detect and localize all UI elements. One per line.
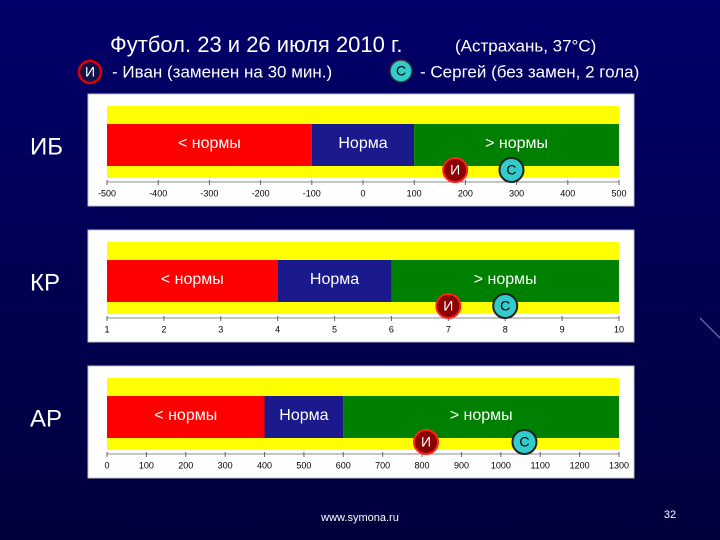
- marker: [442, 157, 469, 183]
- zone-label: > нормы: [485, 135, 548, 152]
- title: Футбол. 23 и 26 июля 2010 г.: [110, 32, 402, 57]
- zone-label: < нормы: [178, 135, 241, 152]
- tick-label: 10: [614, 324, 624, 334]
- tick-label: 200: [458, 188, 473, 198]
- zone-label: > нормы: [474, 271, 537, 288]
- marker: [492, 293, 519, 319]
- tick-label: 300: [218, 460, 233, 470]
- tick-label: 0: [104, 460, 109, 470]
- zone: [107, 260, 278, 302]
- tick-label: 100: [139, 460, 154, 470]
- zone-label: Норма: [310, 271, 359, 288]
- title-note: (Астрахань, 37°С): [455, 36, 596, 55]
- tick-label: 900: [454, 460, 469, 470]
- zone-label: < нормы: [161, 271, 224, 288]
- tick-label: -200: [252, 188, 270, 198]
- decor-line: [699, 317, 720, 339]
- tick-label: 400: [560, 188, 575, 198]
- tick-label: 5: [332, 324, 337, 334]
- tick-label: 200: [178, 460, 193, 470]
- tick-label: 1100: [531, 460, 550, 470]
- tick-label: 1200: [570, 460, 590, 470]
- tick-label: 7: [446, 324, 451, 334]
- zone: [277, 260, 392, 302]
- zone-label: > нормы: [450, 407, 513, 424]
- legend-symbol-badge: [389, 59, 413, 83]
- tick-label: 500: [296, 460, 311, 470]
- legend-symbol: С: [396, 63, 406, 79]
- tick-label: -500: [98, 188, 116, 198]
- legend-text: - Сергей (без замен, 2 гола): [420, 62, 639, 81]
- marker-symbol: И: [421, 434, 431, 450]
- tick-label: 1: [104, 324, 109, 334]
- tick-label: -300: [200, 188, 218, 198]
- tick-label: 9: [560, 324, 565, 334]
- tick-label: 0: [360, 188, 365, 198]
- tick-label: 2: [161, 324, 166, 334]
- marker: [413, 429, 440, 455]
- zone-label: < нормы: [154, 407, 217, 424]
- marker-symbol: С: [506, 162, 516, 178]
- legend-symbol-badge: [77, 59, 103, 85]
- tick-label: 6: [389, 324, 394, 334]
- row-label: АР: [30, 405, 62, 432]
- marker-symbol: С: [500, 298, 510, 314]
- legend-text: - Иван (заменен на 30 мин.): [112, 62, 332, 81]
- tick-label: -400: [149, 188, 167, 198]
- tick-label: 8: [503, 324, 508, 334]
- tick-label: -100: [303, 188, 321, 198]
- page-number: 32: [664, 509, 676, 521]
- marker-symbol: И: [450, 162, 460, 178]
- tick-label: 500: [611, 188, 626, 198]
- marker: [511, 429, 538, 455]
- zone: [343, 396, 619, 438]
- zone-label: Норма: [338, 135, 387, 152]
- marker: [435, 293, 462, 319]
- zone: [311, 124, 415, 166]
- zone: [107, 124, 312, 166]
- tick-label: 4: [275, 324, 280, 334]
- row-label: КР: [30, 269, 60, 296]
- tick-label: 600: [336, 460, 351, 470]
- marker: [498, 157, 525, 183]
- footer: www.symona.ru: [320, 512, 399, 524]
- tick-label: 100: [407, 188, 422, 198]
- row-label: ИБ: [30, 133, 63, 160]
- marker-symbol: С: [519, 434, 529, 450]
- tick-label: 3: [218, 324, 223, 334]
- zone: [107, 396, 265, 438]
- tick-label: 1300: [609, 460, 629, 470]
- zone: [264, 396, 344, 438]
- tick-label: 400: [257, 460, 272, 470]
- tick-label: 300: [509, 188, 524, 198]
- zone-label: Норма: [279, 407, 328, 424]
- marker-symbol: И: [443, 298, 453, 314]
- tick-label: 700: [375, 460, 390, 470]
- legend-symbol: И: [85, 64, 95, 80]
- tick-label: 1000: [491, 460, 511, 470]
- tick-label: 800: [415, 460, 430, 470]
